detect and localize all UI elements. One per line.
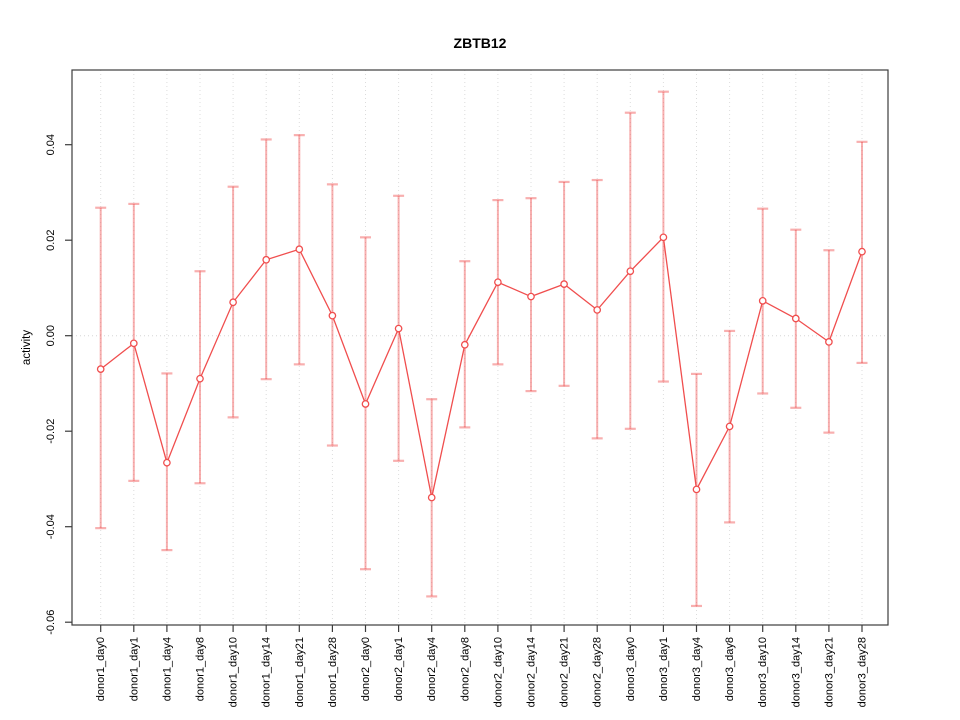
x-tick-label: donor3_day8 [724, 637, 736, 701]
y-tick-label: -0.04 [45, 514, 57, 539]
data-point [295, 245, 304, 254]
data-point [659, 233, 668, 242]
x-tick-label: donor3_day0 [625, 637, 637, 701]
grid-layer [72, 70, 888, 625]
x-tick-label: donor3_day28 [857, 637, 869, 707]
data-point [460, 340, 469, 349]
data-point [163, 458, 171, 467]
data-point [328, 311, 337, 320]
x-tick-label: donor1_day8 [195, 637, 207, 701]
x-tick-label: donor2_day1 [393, 637, 405, 701]
y-axis-label: activity [21, 330, 33, 365]
data-point [494, 278, 502, 287]
data-point [96, 365, 105, 373]
y-tick-label: 0.00 [45, 325, 57, 346]
data-point [692, 485, 701, 494]
data-point [858, 247, 866, 256]
x-tick-label: donor2_day21 [559, 637, 571, 707]
data-point [725, 422, 734, 431]
axes-layer: -0.06 -0.04 -0.02 0.00 0.02 0.04 donor1_day0 do… [45, 69, 889, 707]
data-point [361, 400, 370, 408]
x-tick-label: donor3_day10 [757, 637, 769, 707]
series-line-layer [100, 235, 863, 498]
data-point [560, 280, 568, 288]
x-tick-label: donor1_day28 [327, 637, 339, 707]
x-tick-label: donor1_day21 [294, 637, 306, 707]
x-tick-label: donor2_day4 [426, 637, 438, 701]
x-tick-label: donor2_day0 [360, 637, 372, 701]
data-point [791, 314, 800, 323]
error-bars-layer [95, 90, 868, 608]
data-point [394, 324, 403, 333]
x-tick-label: donor2_day28 [592, 637, 604, 707]
data-point [626, 267, 635, 276]
x-tick-label: donor3_day1 [658, 637, 670, 701]
x-tick-label: donor1_day1 [128, 637, 140, 701]
data-point [262, 255, 271, 264]
x-tick-label: donor3_day14 [790, 637, 802, 707]
y-tick-label: 0.02 [45, 229, 57, 250]
data-point [427, 493, 436, 502]
x-tick-label: donor3_day21 [823, 637, 835, 707]
data-point [825, 338, 833, 346]
data-point [758, 296, 767, 305]
y-tick-label: -0.02 [45, 419, 57, 444]
data-point [196, 374, 204, 383]
data-point [129, 339, 138, 348]
data-point [527, 292, 535, 301]
series-line [100, 235, 863, 498]
data-points-layer [96, 233, 866, 502]
data-point [229, 298, 237, 307]
x-tick-label: donor3_day4 [691, 637, 703, 701]
x-tick-label: donor1_day0 [95, 637, 107, 701]
y-tick-label: -0.06 [45, 610, 57, 635]
x-tick-label: donor2_day14 [526, 637, 538, 707]
chart-title: ZBTB12 [454, 35, 507, 51]
x-tick-label: donor1_day10 [228, 637, 240, 707]
data-point [593, 306, 602, 314]
x-tick-label: donor1_day4 [161, 637, 173, 701]
x-tick-label: donor2_day8 [459, 637, 471, 701]
x-tick-label: donor2_day10 [492, 637, 504, 707]
y-tick-label: 0.04 [45, 134, 57, 155]
plot-box [71, 69, 889, 626]
x-tick-label: donor1_day14 [261, 637, 273, 707]
